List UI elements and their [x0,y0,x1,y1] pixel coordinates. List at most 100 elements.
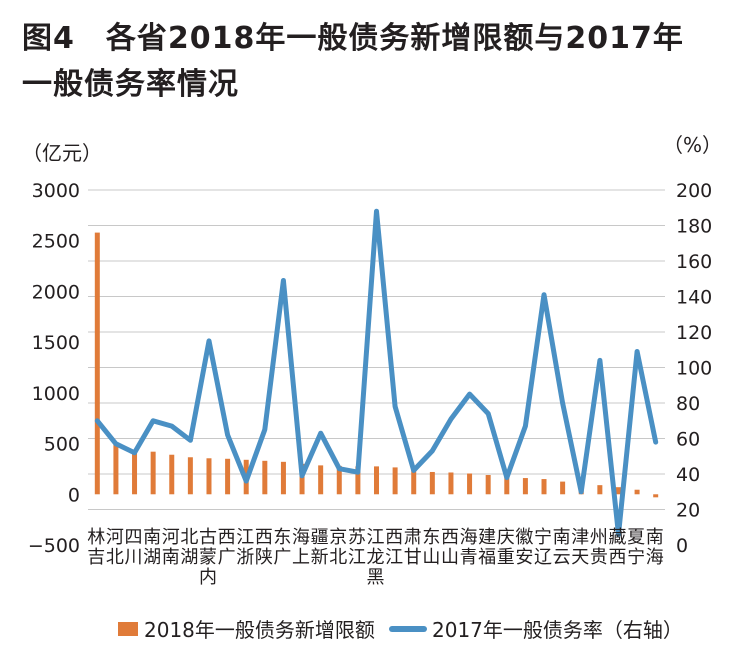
line-point [170,424,174,428]
line-point [393,404,397,408]
right-tick-label: 140 [676,287,712,309]
x-tick-label: 夏 [627,527,645,548]
line-point [523,424,527,428]
x-tick-label: 辽 [534,547,552,568]
line-point [356,470,360,474]
line-point [263,427,267,431]
x-tick-label: 上 [292,547,310,568]
x-tick-label: 徽 [515,527,533,548]
x-tick-label: 江 [236,527,254,548]
x-tick-label: 海 [460,527,478,548]
line-point [653,440,657,444]
line-point [151,419,155,423]
bar [281,462,286,494]
x-tick-label: 河 [162,527,180,548]
line-point [225,433,229,437]
line-point [505,475,509,479]
line-point [560,401,564,405]
bar [653,494,658,497]
bar [225,459,230,495]
right-axis: （%） 200180160140120100806040200 [663,133,722,557]
bar [448,472,453,494]
x-tick-label: 蒙 [199,547,217,568]
bar [560,482,565,495]
bar [430,472,435,494]
x-tick-label: 黑 [367,567,385,588]
legend-label: 2018年一般债务新增限额 [144,618,375,642]
x-tick-label: 甘 [404,547,422,568]
bar [206,458,211,494]
line-point [207,339,211,343]
x-tick-label: 新 [311,547,329,568]
x-tick-label: 天 [571,547,589,568]
line-point [579,490,583,494]
x-tick-label: 南 [646,527,664,548]
x-tick-label: 北 [106,547,124,568]
bar [411,470,416,494]
bar [467,473,472,494]
x-tick-label: 山 [441,547,459,568]
line-point [281,278,285,282]
x-tick-label: 广 [218,547,236,568]
right-tick-label: 120 [676,322,712,344]
x-tick-label: 云 [553,547,571,568]
x-tick-label: 江 [367,527,385,548]
legend-label: 2017年一般债务率（右轴） [432,618,683,642]
x-tick-label: 浙 [236,547,254,568]
x-tick-label: 东 [273,527,291,548]
bar [151,452,156,495]
line-point [598,358,602,362]
x-tick-label: 古 [199,527,217,548]
x-tick-label: 江 [385,547,403,568]
x-tick-label: 京 [329,527,347,548]
x-tick-label: 广 [273,547,291,568]
bar [169,455,174,495]
bar [262,461,267,494]
x-tick-label: 林 [87,527,105,548]
line-point [244,479,248,483]
line-point [374,209,378,213]
x-tick-label: 河 [106,527,124,548]
bar [132,450,137,495]
x-tick-label: 龙 [367,547,385,568]
right-tick-label: 80 [676,393,700,415]
x-tick-label: 湖 [143,547,161,568]
x-tick-label: 宁 [627,547,645,568]
x-tick-label: 北 [329,547,347,568]
line-point [430,449,434,453]
bar [113,443,118,495]
left-tick-label: 1500 [32,332,80,354]
x-tick-label: 东 [422,527,440,548]
line-point [486,411,490,415]
x-tick-label: 南 [553,527,571,548]
legend: 2018年一般债务新增限额 2017年一般债务率（右轴） [118,618,683,642]
x-tick-label: 山 [422,547,440,568]
x-tick-label: 青 [460,547,478,568]
left-tick-label: 2500 [32,231,80,253]
x-tick-label: 西 [441,527,459,548]
bar [95,233,100,495]
x-tick-label: 西 [255,527,273,548]
line-point [412,468,416,472]
bar [597,485,602,494]
x-tick-label: 贵 [590,547,608,568]
x-tick-label: 庆 [497,527,515,548]
left-tick-label: 1000 [32,383,80,405]
x-tick-label: 南 [143,527,161,548]
line-point [635,349,639,353]
bar [486,475,491,494]
right-tick-label: 40 [676,464,700,486]
left-tick-label: −500 [28,535,80,557]
line-point [449,417,453,421]
x-tick-label: 内 [199,567,217,588]
line-point [467,392,471,396]
x-tick-label: 南 [162,547,180,568]
x-tick-label: 北 [180,527,198,548]
line-point [188,438,192,442]
line-point [300,474,304,478]
right-tick-label: 160 [676,251,712,273]
x-tick-label: 重 [497,547,515,568]
x-tick-label: 宁 [534,527,552,548]
bar [318,465,323,494]
